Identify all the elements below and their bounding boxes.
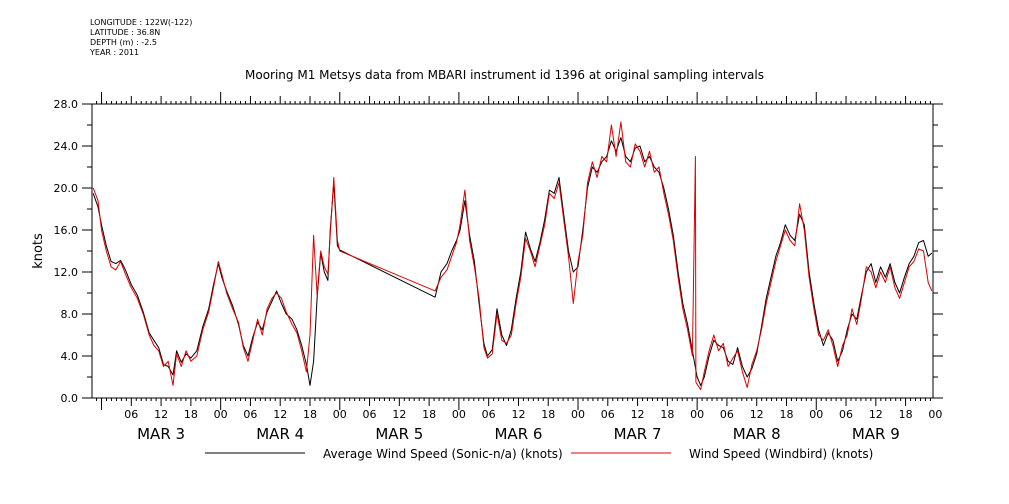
x-hour-label: 06 xyxy=(482,408,496,421)
legend-label-windbird: Wind Speed (Windbird) (knots) xyxy=(689,447,873,461)
x-day-label: MAR 4 xyxy=(256,425,304,443)
metadata-block: LONGITUDE : 122W(-122) LATITUDE : 36.8N … xyxy=(90,18,192,58)
x-day-label: MAR 9 xyxy=(852,425,900,443)
x-hour-label: 00 xyxy=(571,408,585,421)
x-day-label: MAR 8 xyxy=(733,425,781,443)
legend: Average Wind Speed (Sonic-n/a) (knots) W… xyxy=(205,447,873,461)
x-hour-label: 00 xyxy=(452,408,466,421)
depth-text: DEPTH (m) : -2.5 xyxy=(90,38,157,47)
x-hour-label: 06 xyxy=(839,408,853,421)
y-tick-label: 8.0 xyxy=(61,308,79,321)
legend-label-sonic: Average Wind Speed (Sonic-n/a) (knots) xyxy=(323,447,563,461)
x-hour-label: 00 xyxy=(690,408,704,421)
x-hour-label: 12 xyxy=(273,408,287,421)
x-hour-label: 06 xyxy=(124,408,138,421)
y-tick-label: 20.0 xyxy=(54,182,79,195)
x-hour-label: 00 xyxy=(214,408,228,421)
x-hour-label: 12 xyxy=(154,408,168,421)
x-hour-label: 00 xyxy=(333,408,347,421)
y-tick-label: 4.0 xyxy=(61,350,79,363)
x-hour-label: 18 xyxy=(184,408,198,421)
x-hour-label: 18 xyxy=(779,408,793,421)
x-hour-label: 06 xyxy=(601,408,615,421)
x-hour-label: 12 xyxy=(511,408,525,421)
x-day-label: MAR 5 xyxy=(375,425,423,443)
y-tick-label: 16.0 xyxy=(54,224,79,237)
series-line-sonic xyxy=(92,137,933,386)
latitude-text: LATITUDE : 36.8N xyxy=(90,28,161,37)
x-hour-label: 12 xyxy=(631,408,645,421)
longitude-text: LONGITUDE : 122W(-122) xyxy=(90,18,193,27)
chart-title: Mooring M1 Metsys data from MBARI instru… xyxy=(245,68,764,82)
x-hour-label: 00 xyxy=(928,408,942,421)
y-axis-label: knots xyxy=(31,233,46,269)
y-tick-label: 12.0 xyxy=(54,266,79,279)
x-hour-label: 06 xyxy=(243,408,257,421)
y-tick-label: 24.0 xyxy=(54,140,79,153)
x-hour-label: 18 xyxy=(660,408,674,421)
x-day-label: MAR 7 xyxy=(614,425,662,443)
series-line-windbird xyxy=(92,121,933,391)
y-tick-label: 0.0 xyxy=(61,392,79,405)
x-hour-label: 12 xyxy=(869,408,883,421)
x-hour-label: 06 xyxy=(720,408,734,421)
x-hour-label: 00 xyxy=(809,408,823,421)
x-hour-label: 18 xyxy=(541,408,555,421)
x-hour-label: 18 xyxy=(303,408,317,421)
x-hour-label: 18 xyxy=(422,408,436,421)
y-tick-label: 28.0 xyxy=(54,98,79,111)
plot-frame xyxy=(91,103,934,399)
x-hour-label: 12 xyxy=(392,408,406,421)
x-day-label: MAR 6 xyxy=(494,425,542,443)
x-day-label: MAR 3 xyxy=(137,425,185,443)
x-hour-label: 18 xyxy=(899,408,913,421)
year-text: YEAR : 2011 xyxy=(90,48,140,57)
x-hour-label: 06 xyxy=(363,408,377,421)
x-hour-label: 12 xyxy=(750,408,764,421)
